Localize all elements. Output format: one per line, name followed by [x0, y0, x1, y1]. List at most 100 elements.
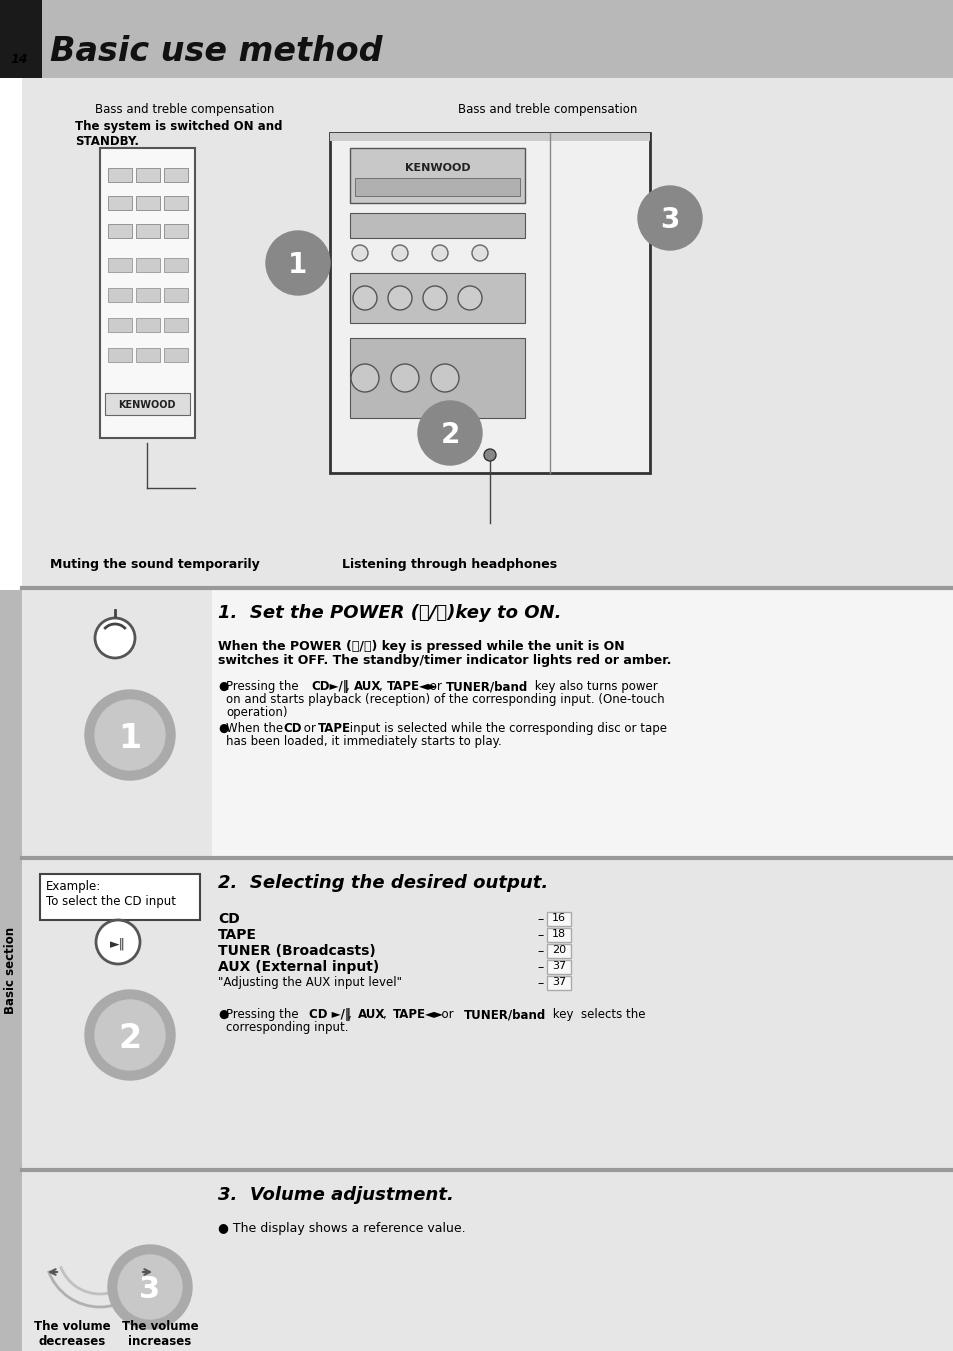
- Circle shape: [85, 990, 174, 1079]
- Text: TUNER/band: TUNER/band: [446, 680, 528, 693]
- Text: ,: ,: [378, 680, 386, 693]
- Circle shape: [432, 245, 448, 261]
- Text: TUNER/band: TUNER/band: [463, 1008, 546, 1021]
- Bar: [164, 168, 188, 182]
- Text: Example:
To select the CD input: Example: To select the CD input: [46, 880, 175, 908]
- Text: ●: ●: [218, 680, 228, 693]
- Text: ,: ,: [346, 680, 354, 693]
- Bar: [546, 928, 571, 942]
- Bar: [108, 317, 132, 332]
- Circle shape: [95, 1000, 165, 1070]
- Bar: [546, 912, 571, 925]
- Bar: [355, 178, 519, 196]
- Text: TAPE: TAPE: [218, 928, 256, 942]
- Bar: [546, 975, 571, 990]
- Text: key also turns power: key also turns power: [531, 680, 657, 693]
- Bar: [330, 132, 649, 141]
- Text: Basic section: Basic section: [5, 927, 17, 1013]
- Text: or: or: [299, 721, 319, 735]
- Text: The volume
decreases: The volume decreases: [33, 1320, 111, 1348]
- Text: 1: 1: [288, 251, 307, 280]
- Circle shape: [457, 286, 481, 309]
- Circle shape: [96, 920, 140, 965]
- Circle shape: [417, 401, 481, 465]
- Circle shape: [392, 245, 408, 261]
- Text: When the: When the: [226, 721, 287, 735]
- Circle shape: [638, 186, 701, 250]
- Bar: [22, 78, 953, 588]
- Text: The system is switched ON and
STANDBY.: The system is switched ON and STANDBY.: [75, 120, 282, 149]
- Text: 37: 37: [552, 977, 565, 988]
- Bar: [136, 224, 160, 238]
- Text: –: –: [537, 961, 542, 974]
- Bar: [105, 393, 190, 415]
- Text: CD ►/‖: CD ►/‖: [309, 1008, 351, 1021]
- Text: or: or: [434, 1008, 460, 1021]
- Bar: [108, 349, 132, 362]
- Text: The volume
increases: The volume increases: [122, 1320, 198, 1348]
- Bar: [0, 0, 953, 78]
- Text: 3.  Volume adjustment.: 3. Volume adjustment.: [218, 1186, 454, 1204]
- Bar: [108, 224, 132, 238]
- Text: 3: 3: [139, 1275, 160, 1305]
- Text: CD: CD: [218, 912, 239, 925]
- Text: or: or: [426, 680, 445, 693]
- Text: ,: ,: [348, 1008, 359, 1021]
- Text: –: –: [537, 944, 542, 958]
- Circle shape: [85, 690, 174, 780]
- Bar: [108, 258, 132, 272]
- Text: Listening through headphones: Listening through headphones: [342, 558, 557, 571]
- Text: 20: 20: [552, 944, 565, 955]
- Bar: [350, 213, 524, 238]
- Text: Pressing the: Pressing the: [226, 1008, 302, 1021]
- Circle shape: [391, 363, 418, 392]
- Bar: [136, 317, 160, 332]
- Text: KENWOOD: KENWOOD: [118, 400, 175, 409]
- Bar: [164, 317, 188, 332]
- Circle shape: [388, 286, 412, 309]
- Circle shape: [353, 286, 376, 309]
- Bar: [136, 168, 160, 182]
- Bar: [546, 944, 571, 958]
- Text: ,: ,: [382, 1008, 394, 1021]
- Bar: [164, 288, 188, 303]
- Text: operation): operation): [226, 707, 287, 719]
- Text: 14: 14: [10, 53, 28, 66]
- Bar: [136, 196, 160, 209]
- Circle shape: [266, 231, 330, 295]
- Bar: [136, 349, 160, 362]
- Bar: [164, 258, 188, 272]
- Bar: [164, 196, 188, 209]
- Text: key  selects the: key selects the: [548, 1008, 645, 1021]
- Text: 1: 1: [118, 721, 141, 754]
- Bar: [164, 349, 188, 362]
- Text: CD►/‖: CD►/‖: [311, 680, 348, 693]
- Text: has been loaded, it immediately starts to play.: has been loaded, it immediately starts t…: [226, 735, 501, 748]
- Text: "Adjusting the AUX input level": "Adjusting the AUX input level": [218, 975, 401, 989]
- Text: 1.  Set the POWER (⏍/⏻)key to ON.: 1. Set the POWER (⏍/⏻)key to ON.: [218, 604, 561, 621]
- Bar: [108, 168, 132, 182]
- Bar: [40, 874, 200, 920]
- Text: TAPE: TAPE: [317, 721, 351, 735]
- Text: Bass and treble compensation: Bass and treble compensation: [457, 103, 637, 116]
- Text: Muting the sound temporarily: Muting the sound temporarily: [51, 558, 259, 571]
- Circle shape: [431, 363, 458, 392]
- Bar: [22, 1173, 953, 1351]
- Text: 37: 37: [552, 961, 565, 971]
- Text: AUX: AUX: [354, 680, 381, 693]
- Circle shape: [118, 1255, 182, 1319]
- Text: 2.  Selecting the desired output.: 2. Selecting the desired output.: [218, 874, 548, 892]
- Bar: [136, 258, 160, 272]
- Text: CD: CD: [283, 721, 301, 735]
- Circle shape: [472, 245, 488, 261]
- Text: Basic use method: Basic use method: [50, 35, 382, 68]
- Bar: [136, 288, 160, 303]
- Text: 2: 2: [440, 422, 459, 449]
- Bar: [350, 273, 524, 323]
- Circle shape: [95, 700, 165, 770]
- Text: corresponding input.: corresponding input.: [226, 1021, 348, 1034]
- Text: ●: ●: [218, 1008, 228, 1021]
- Bar: [350, 149, 524, 203]
- Bar: [22, 590, 953, 858]
- Bar: [108, 196, 132, 209]
